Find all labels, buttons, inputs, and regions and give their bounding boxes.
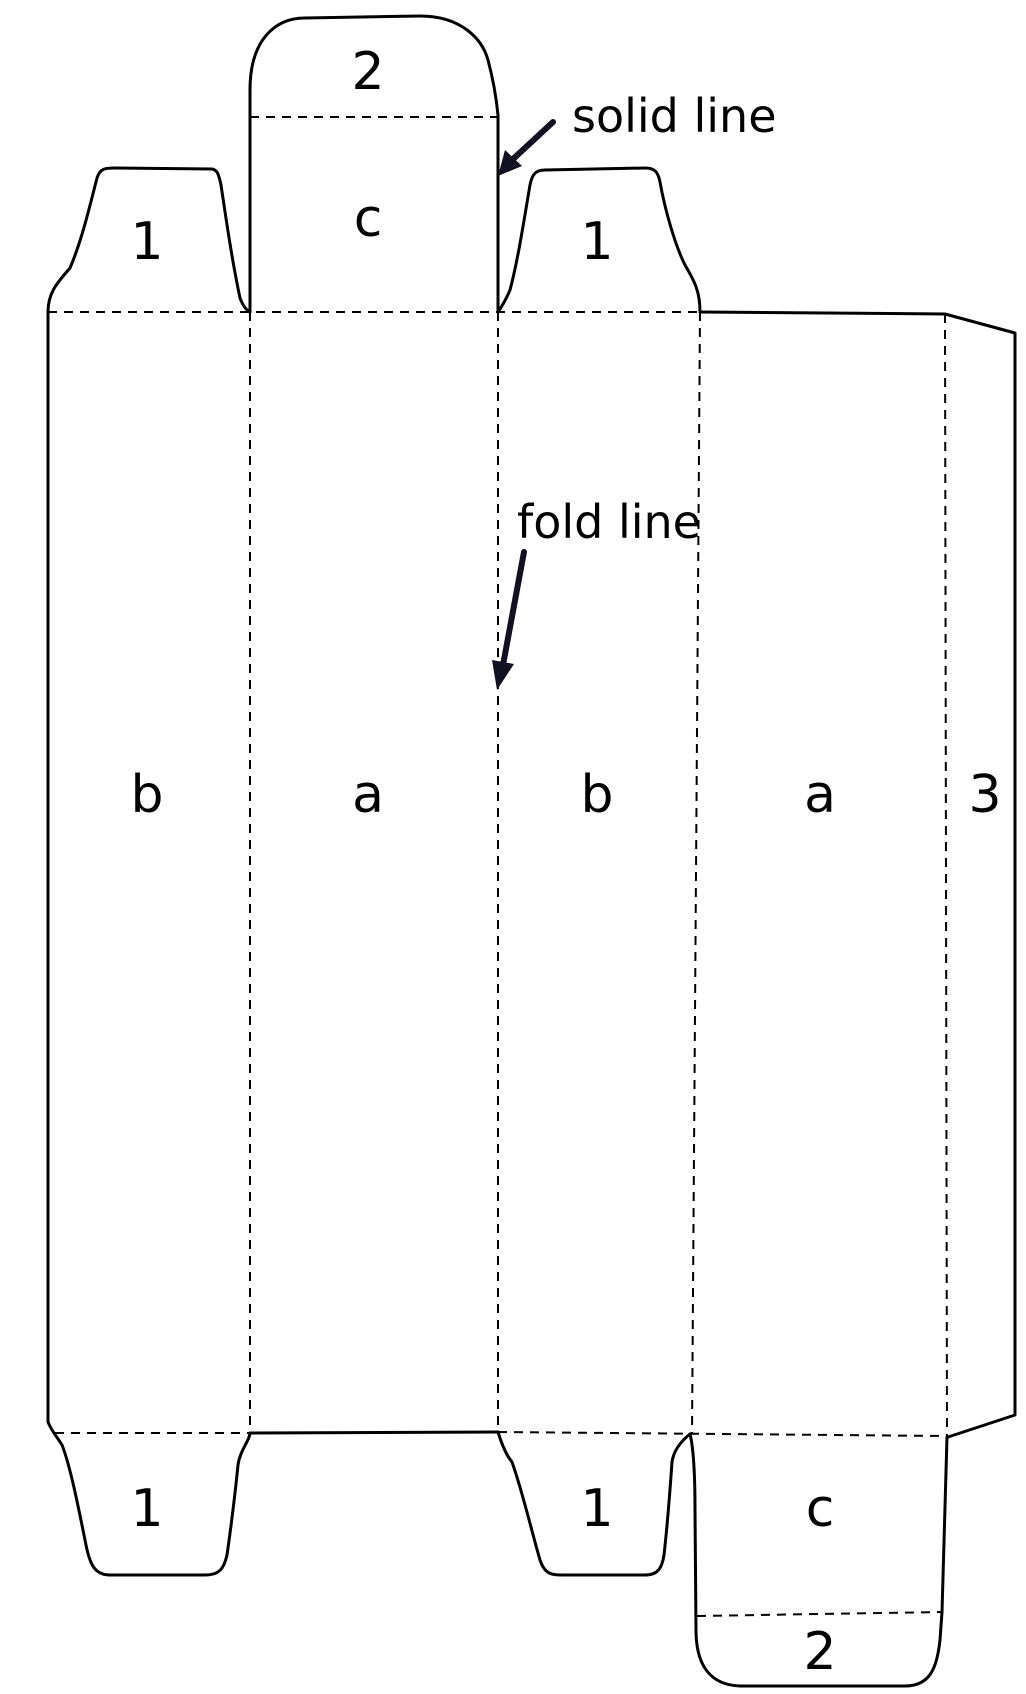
callout-solid-line: solid line: [498, 89, 777, 176]
fold-base-c-2: [696, 1611, 943, 1617]
cut-top-right: [698, 310, 1017, 1439]
fold-bottom-horizontal-right: [497, 1431, 948, 1437]
cut-top-tab-left: [46, 166, 252, 314]
callout-solid-line-arrowhead: [498, 150, 522, 176]
label-bottom-tab-right: 1: [580, 1479, 613, 1539]
cut-top-lid: [248, 14, 500, 314]
label-panel-b-left: b: [130, 765, 163, 825]
panel-labels: 1 2 c 1 b a b a 3 1 1 c 2: [130, 42, 1001, 1682]
callout-fold-line-arrowhead: [492, 660, 514, 690]
cut-bottom-tab-left: [46, 1420, 252, 1577]
callout-fold-line: fold line: [492, 495, 701, 690]
callout-solid-line-arrow-shaft: [509, 119, 556, 163]
label-glue-side: 3: [968, 765, 1001, 825]
label-base-2: 2: [803, 1622, 836, 1682]
label-panel-a-left: a: [352, 765, 384, 825]
label-lid-2: 2: [351, 42, 384, 102]
label-bottom-tab-left: 1: [130, 1479, 163, 1539]
cut-bottom-a-left: [248, 1430, 500, 1435]
label-base-c: c: [806, 1479, 835, 1539]
cut-outline: [46, 14, 1017, 1688]
label-panel-a-right: a: [804, 765, 836, 825]
label-panel-b-right: b: [580, 765, 613, 825]
label-top-tab-left: 1: [130, 212, 163, 272]
cut-top-tab-right: [496, 166, 702, 314]
callout-solid-line-text: solid line: [572, 89, 777, 143]
label-lid-c: c: [354, 189, 383, 249]
cut-bottom-tab-right: [496, 1430, 692, 1577]
fold-vertical-b-a-right: [691, 311, 701, 1435]
label-top-tab-right: 1: [580, 212, 613, 272]
fold-lines: [48, 116, 948, 1617]
callout-fold-line-text: fold line: [517, 495, 701, 549]
callout-fold-line-arrow-shaft: [500, 549, 527, 668]
cut-bottom-base: [688, 1432, 949, 1688]
fold-vertical-a-3: [944, 313, 948, 1438]
